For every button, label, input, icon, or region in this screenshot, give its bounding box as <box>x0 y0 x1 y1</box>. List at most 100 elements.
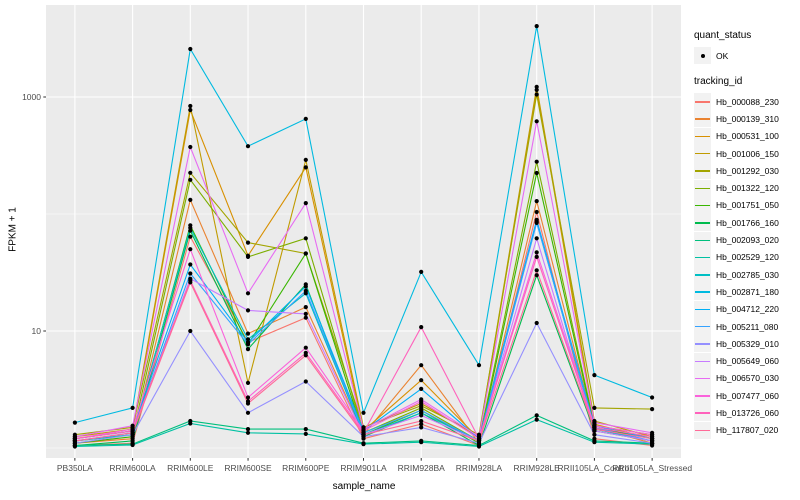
data-point <box>188 421 193 426</box>
data-point <box>303 157 308 162</box>
x-tick-label: RRIM928LA <box>456 463 503 473</box>
data-point <box>534 320 539 326</box>
legend-item-Hb_002529_120: Hb_002529_120 <box>694 248 798 266</box>
legend-label: Hb_004712_220 <box>716 304 779 315</box>
data-point <box>245 240 251 245</box>
data-point <box>130 438 135 443</box>
legend-line-icon <box>695 153 710 155</box>
data-point <box>188 225 193 230</box>
data-point <box>130 423 135 428</box>
legend-line-icon <box>695 343 710 345</box>
data-point <box>303 251 308 256</box>
data-point <box>303 288 308 293</box>
legend: quant_status OK tracking_id Hb_000088_23… <box>694 30 798 439</box>
legend-key-swatch <box>694 421 711 439</box>
data-point <box>303 116 308 121</box>
data-point <box>534 268 539 273</box>
data-point <box>303 431 308 436</box>
legend-item-Hb_001292_030: Hb_001292_030 <box>694 162 798 180</box>
legend-key-swatch <box>694 127 711 145</box>
legend-label: Hb_005649_060 <box>716 356 779 367</box>
legend-label: Hb_001006_150 <box>716 148 779 159</box>
data-point <box>534 273 539 278</box>
data-point <box>303 311 308 316</box>
data-point <box>534 217 539 222</box>
x-tick-label: RRIM600PE <box>282 463 330 473</box>
legend-title-quant-status: quant_status <box>694 30 752 41</box>
data-point <box>534 220 539 225</box>
data-point <box>534 254 539 259</box>
legend-key-swatch <box>694 196 711 214</box>
data-point <box>650 436 655 441</box>
legend-item-Hb_000531_100: Hb_000531_100 <box>694 127 798 145</box>
data-point <box>534 209 539 215</box>
legend-key-swatch <box>694 145 711 163</box>
legend-item-Hb_001766_160: Hb_001766_160 <box>694 214 798 232</box>
legend-line-icon <box>695 170 710 172</box>
legend-item-Hb_005649_060: Hb_005649_060 <box>694 352 798 370</box>
data-point <box>72 444 77 449</box>
legend-line-icon <box>695 118 710 120</box>
data-point <box>534 84 539 89</box>
x-tick-label: RRII105LA_Control <box>558 463 632 473</box>
data-point <box>303 305 308 310</box>
legend-item-Hb_002871_180: Hb_002871_180 <box>694 283 798 301</box>
legend-item-Hb_005211_080: Hb_005211_080 <box>694 318 798 335</box>
data-point <box>245 291 251 296</box>
data-point <box>476 444 482 449</box>
legend-label: Hb_007477_060 <box>716 390 779 401</box>
data-point <box>245 410 251 415</box>
legend-label: Hb_001766_160 <box>716 217 779 228</box>
data-point <box>188 234 193 239</box>
legend-key-swatch <box>694 369 711 387</box>
data-point <box>419 386 424 391</box>
x-tick-label: PB350LA <box>57 463 93 473</box>
legend-title-tracking-id: tracking_id <box>694 76 743 87</box>
data-point <box>72 438 77 443</box>
legend-key-swatch <box>694 318 711 335</box>
data-point <box>130 442 135 448</box>
legend-key-swatch <box>694 387 711 405</box>
legend-label: Hb_002871_180 <box>716 286 779 297</box>
data-point <box>419 378 424 383</box>
legend-line-icon <box>695 308 710 311</box>
data-point <box>419 413 424 418</box>
data-point <box>188 271 193 276</box>
legend-line-icon <box>695 135 710 138</box>
data-point <box>245 308 251 313</box>
legend-key-swatch <box>694 248 711 266</box>
legend-line-icon <box>695 412 710 414</box>
data-point <box>592 440 597 445</box>
legend-key-swatch <box>694 162 711 180</box>
data-point <box>303 427 308 432</box>
data-point <box>419 418 424 424</box>
legend-line-icon <box>695 222 710 224</box>
legend-item-Hb_007477_060: Hb_007477_060 <box>694 387 798 405</box>
y-tick-label: 1000 <box>22 92 41 102</box>
x-axis-title: sample_name <box>332 481 396 492</box>
data-point <box>592 432 597 437</box>
legend-label: Hb_000139_310 <box>716 113 779 124</box>
data-point <box>303 345 308 350</box>
legend-key-swatch <box>694 110 711 128</box>
data-point <box>303 353 308 358</box>
legend-item-Hb_005329_010: Hb_005329_010 <box>694 335 798 353</box>
data-point <box>188 197 193 202</box>
legend-line-icon <box>695 256 710 259</box>
data-point <box>245 401 251 406</box>
legend-item-Hb_006570_030: Hb_006570_030 <box>694 369 798 387</box>
data-point <box>592 420 597 425</box>
legend-item-Hb_013726_060: Hb_013726_060 <box>694 404 798 422</box>
legend-key-swatch <box>694 179 711 197</box>
data-point <box>476 363 482 368</box>
legend-line-icon <box>695 204 710 207</box>
legend-key-swatch <box>694 93 711 111</box>
legend-line-icon <box>695 360 710 362</box>
legend-line-icon <box>695 187 710 190</box>
data-point <box>188 107 193 113</box>
legend-label: Hb_002529_120 <box>716 252 779 263</box>
legend-line-icon <box>695 239 710 241</box>
data-point <box>303 201 308 206</box>
data-point <box>361 432 366 437</box>
